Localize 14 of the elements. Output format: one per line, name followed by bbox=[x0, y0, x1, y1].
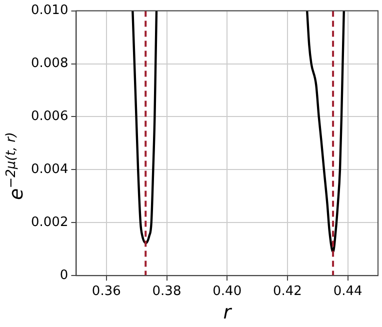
x-tick-label: 0.42 bbox=[272, 284, 302, 299]
y-tick-label: 0.002 bbox=[31, 215, 68, 230]
y-tick-label: 0 bbox=[60, 268, 68, 283]
x-tick-label: 0.36 bbox=[92, 284, 121, 299]
line-series bbox=[306, 10, 345, 253]
x-tick-label: 0.44 bbox=[333, 284, 362, 299]
line-series bbox=[132, 10, 158, 244]
y-tick-label: 0.006 bbox=[31, 109, 68, 124]
y-tick-label: 0.010 bbox=[31, 3, 68, 18]
x-tick-label: 0.38 bbox=[152, 284, 182, 299]
y-tick-label: 0.008 bbox=[31, 56, 68, 72]
x-axis-title: r bbox=[223, 302, 232, 324]
y-tick-label: 0.004 bbox=[31, 162, 68, 178]
x-tick-label: 0.40 bbox=[212, 284, 242, 299]
